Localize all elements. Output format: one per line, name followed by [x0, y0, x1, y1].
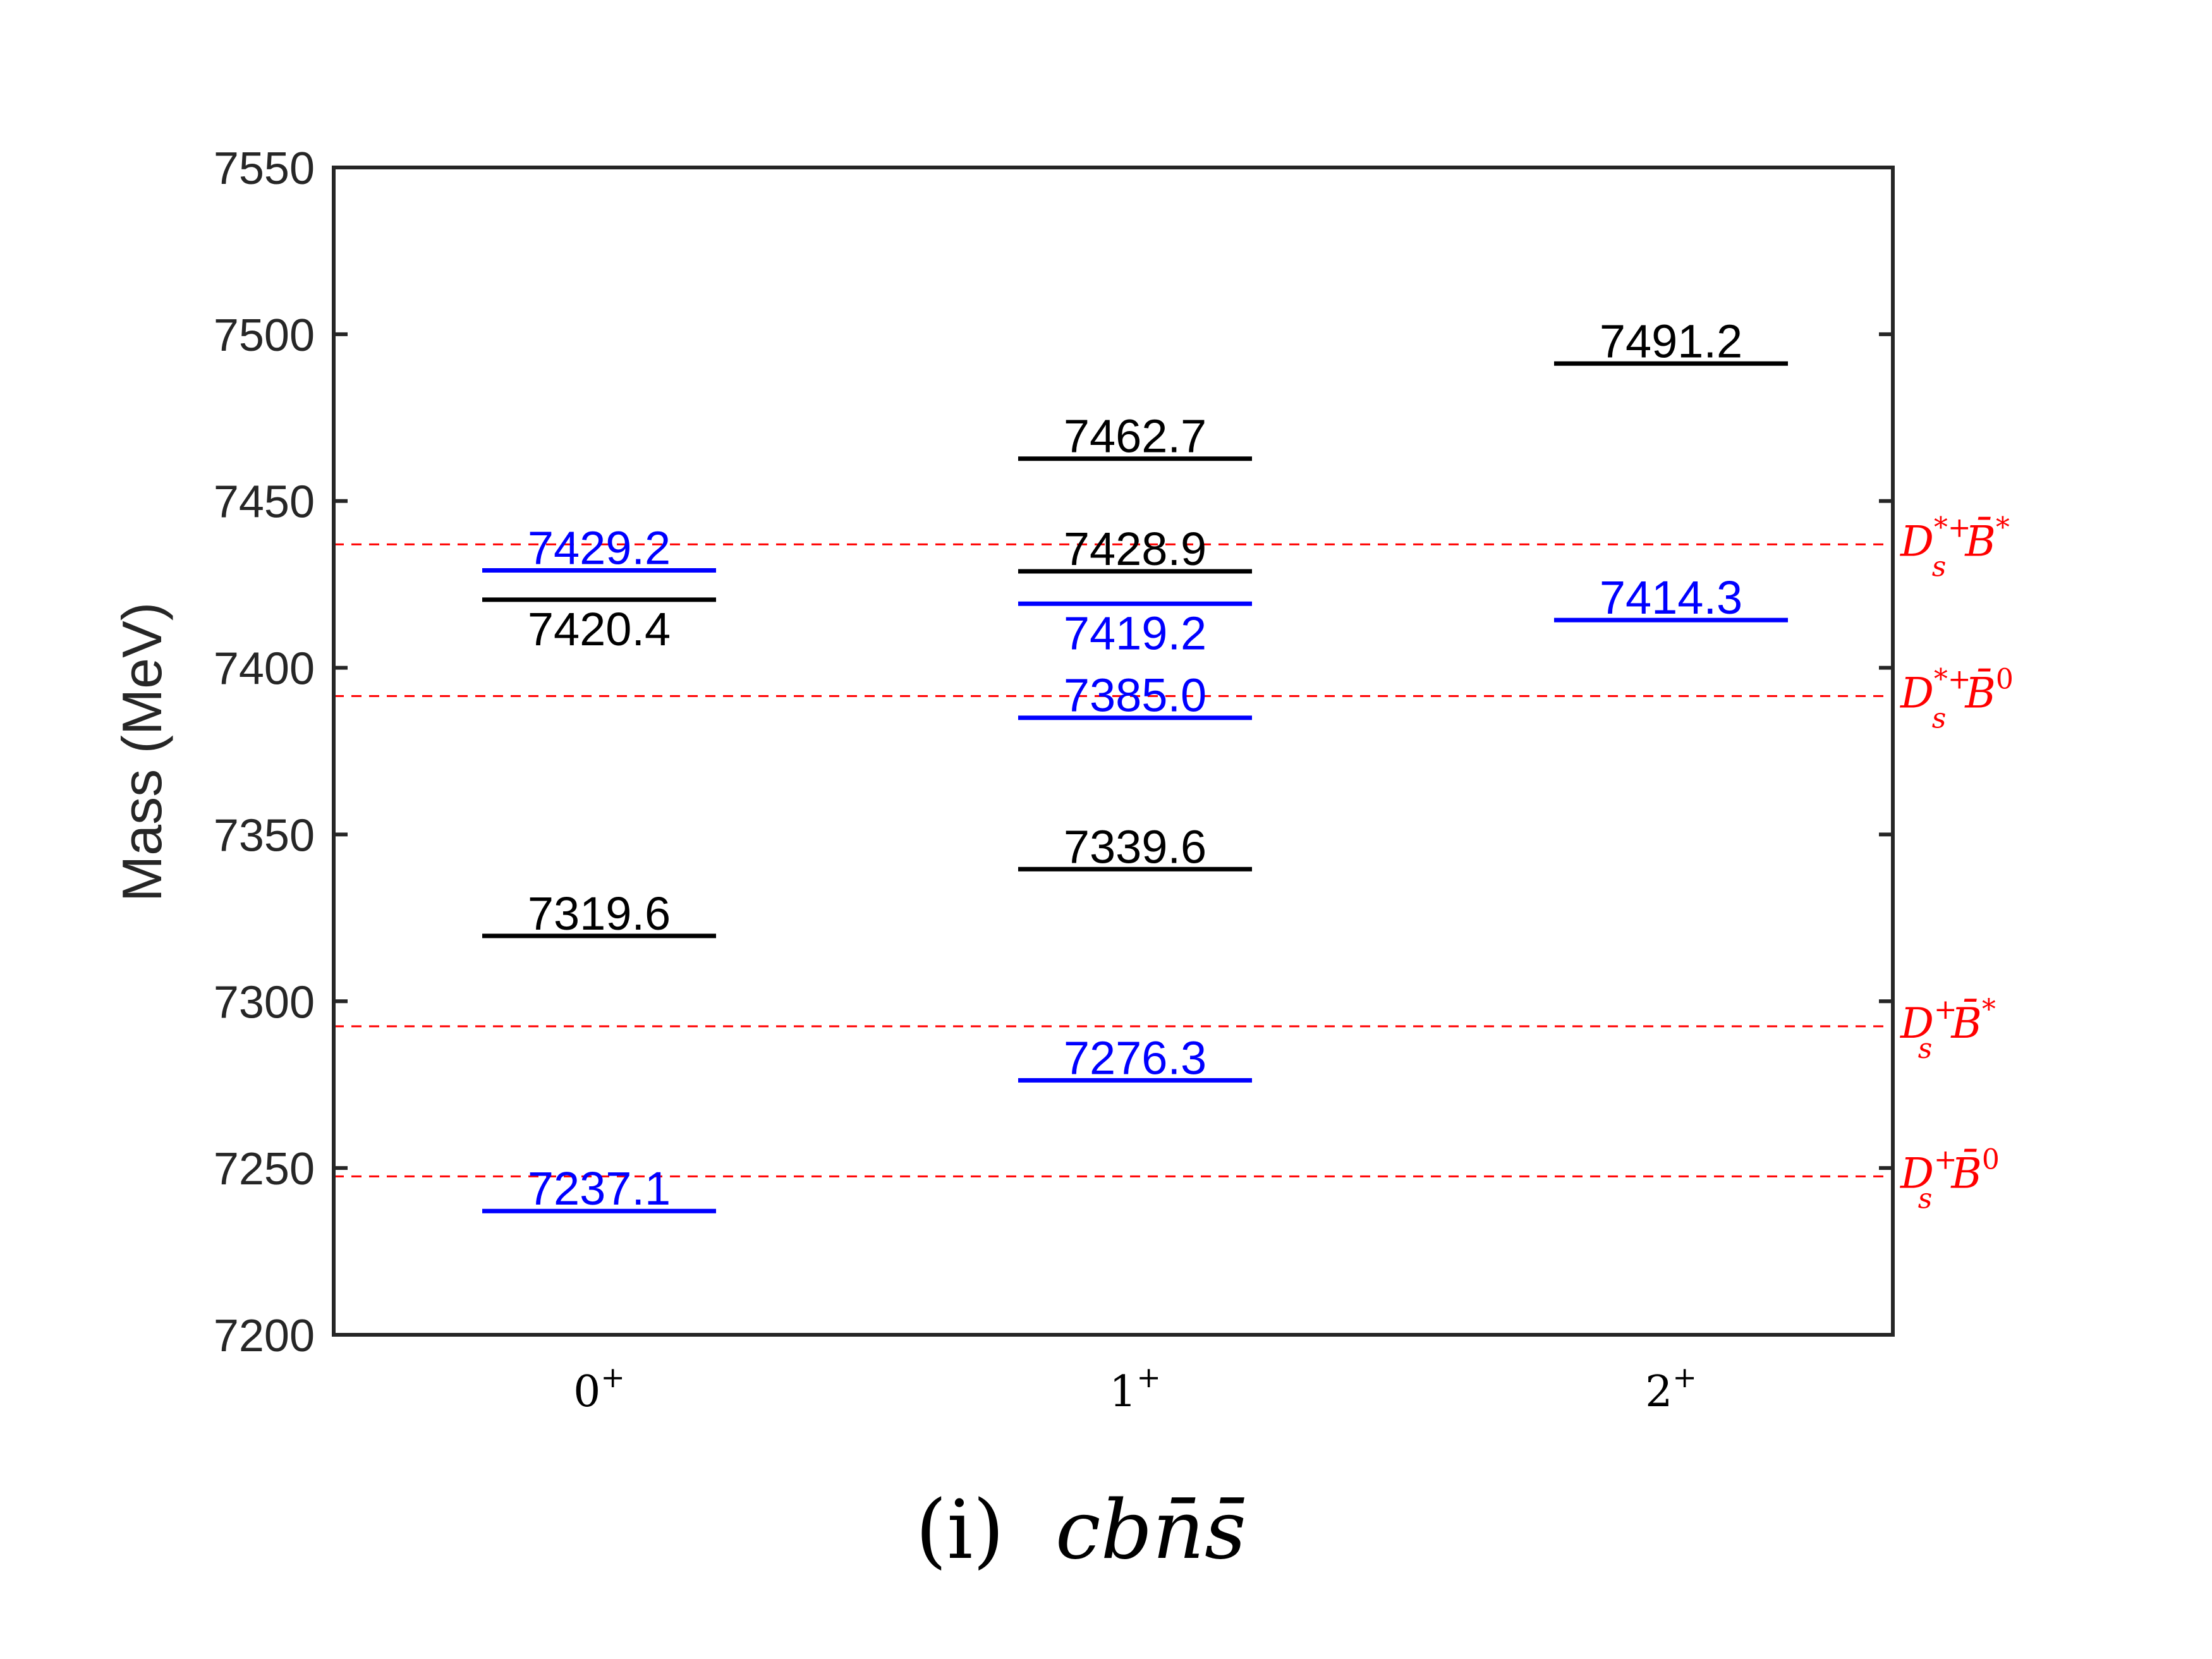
y-tick-label: 7450 — [214, 477, 315, 528]
y-tick-label: 7300 — [214, 977, 315, 1028]
x-category-base: 1 — [1109, 1367, 1136, 1417]
level-label: 7429.2 — [528, 521, 671, 574]
y-tick-label: 7200 — [214, 1311, 315, 1361]
caption-formula: cbn̄s̄ — [1055, 1483, 1246, 1577]
axes — [332, 166, 1895, 1337]
y-axis-ticks: 7200 7250 7300 7350 7400 7450 7500 7550 — [214, 143, 1893, 1361]
level-label: 7339.6 — [1064, 820, 1206, 873]
y-tick-label: 7550 — [214, 143, 315, 194]
threshold-label-part: + — [1934, 1143, 1957, 1176]
x-category-sup: + — [1136, 1360, 1161, 1394]
caption-prefix: (i) — [915, 1483, 1004, 1577]
chart-caption: (i) cbn̄s̄ — [915, 1483, 1246, 1577]
y-tick-label: 7250 — [214, 1144, 315, 1194]
x-category-base: 2 — [1645, 1367, 1672, 1417]
level-label: 7414.3 — [1600, 571, 1742, 624]
y-tick-label: 7350 — [214, 810, 315, 861]
level-label: 7276.3 — [1064, 1031, 1206, 1084]
threshold-label-part: B̄ — [1964, 517, 1996, 566]
plot-frame — [332, 166, 1895, 1337]
x-category-sup: + — [1672, 1360, 1697, 1394]
threshold-label-part: B̄ — [1950, 1149, 1982, 1198]
energy-levels: 7429.2 7420.4 7319.6 7237.1 7462.7 7428.9 7419… — [482, 315, 1788, 1215]
threshold-label-part: B̄ — [1964, 669, 1996, 717]
threshold-label-part: * — [1982, 994, 1996, 1026]
level-label: 7419.2 — [1064, 607, 1206, 659]
threshold-label-part: D — [1900, 999, 1934, 1048]
threshold-label-part: D — [1900, 669, 1934, 717]
x-category-label: 2+ — [1645, 1360, 1697, 1417]
y-tick-label: 7500 — [214, 310, 315, 361]
threshold-label-part: * — [1996, 511, 2010, 544]
x-category-label: 0+ — [573, 1360, 625, 1417]
threshold-label: D+ s B̄0 — [1900, 1143, 2000, 1215]
threshold-label-part: D — [1900, 1149, 1934, 1198]
x-category-base: 0 — [573, 1367, 600, 1417]
level-label: 7462.7 — [1064, 410, 1206, 463]
threshold-label-part: 0 — [1996, 663, 2014, 695]
x-category-sup: + — [600, 1360, 625, 1394]
y-axis-label: Mass (MeV) — [111, 602, 173, 902]
threshold-label-part: *+ — [1934, 663, 1971, 695]
y-tick-label: 7400 — [214, 644, 315, 695]
x-category-label: 1+ — [1109, 1360, 1161, 1417]
level-label: 7237.1 — [528, 1162, 671, 1215]
threshold-label-part: D — [1900, 517, 1934, 566]
threshold-label-part: B̄ — [1950, 999, 1982, 1048]
threshold-label-part: s — [1932, 702, 1947, 734]
threshold-lines: D*+ sB̄*D*+ sB̄0D+ sB̄*D+ sB̄0 — [334, 511, 2014, 1215]
level-label: 7385.0 — [1064, 669, 1206, 722]
level-label: 7491.2 — [1600, 315, 1742, 367]
threshold-label-part: s — [1918, 1033, 1933, 1065]
threshold-label-part: s — [1918, 1182, 1933, 1215]
level-label: 7319.6 — [528, 887, 671, 940]
threshold-label: D*+ s B̄0 — [1900, 663, 2014, 734]
threshold-label-part: s — [1932, 550, 1947, 583]
threshold-label-part: *+ — [1934, 511, 1971, 544]
x-axis-categories: 0+ 1+ 2+ — [573, 1360, 1697, 1417]
level-label: 7428.9 — [1064, 523, 1206, 575]
threshold-label: D+ s B̄* — [1900, 994, 1996, 1065]
threshold-label-part: + — [1934, 994, 1957, 1026]
threshold-label-part: 0 — [1982, 1143, 2000, 1176]
level-label: 7420.4 — [528, 603, 671, 655]
threshold-label: D*+ s B̄* — [1900, 511, 2010, 583]
